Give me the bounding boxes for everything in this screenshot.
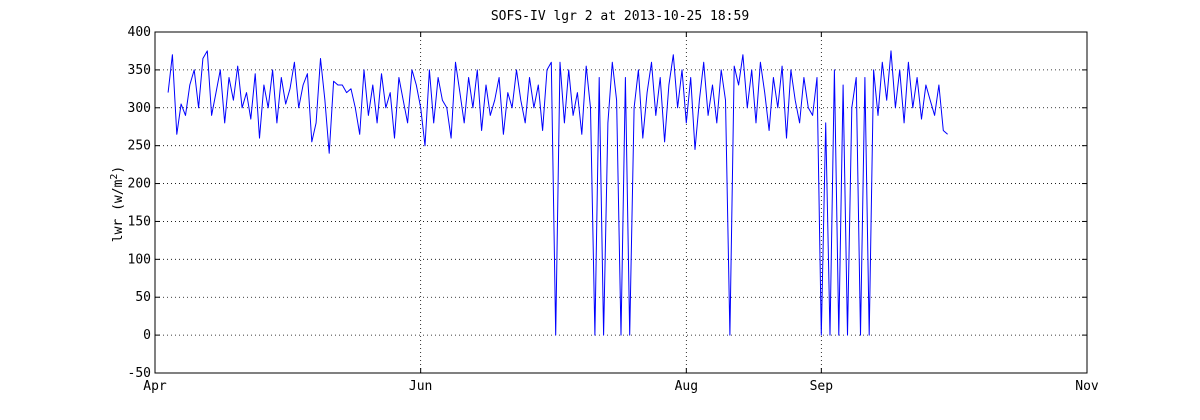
y-axis-label-base: lwr (w/m — [111, 179, 126, 242]
x-tick-label: Sep — [810, 379, 834, 394]
x-tick-label: Apr — [143, 379, 167, 394]
y-tick-label: 250 — [128, 139, 151, 154]
y-tick-label: 300 — [128, 101, 151, 116]
x-tick-label: Nov — [1075, 379, 1099, 394]
x-tick-label: Aug — [675, 379, 698, 394]
y-tick-label: 0 — [143, 328, 151, 343]
y-tick-label: 150 — [128, 214, 151, 229]
y-axis-label: lwr (w/m2) — [109, 166, 126, 242]
y-tick-label: -50 — [128, 366, 151, 381]
x-tick-label: Jun — [409, 379, 432, 394]
plot-frame — [154, 31, 1088, 374]
y-tick-label: 400 — [128, 25, 151, 40]
y-axis-label-close: ) — [111, 166, 126, 174]
data-series-line — [167, 50, 948, 336]
y-axis-label-sup: 2 — [109, 174, 120, 180]
y-tick-label: 200 — [128, 177, 151, 192]
y-tick-label: 350 — [128, 63, 151, 78]
series-layer — [167, 50, 948, 336]
tick-layer: -50 0 50 100 150 200 250 300 350 400 Apr Jun Aug Sep N… — [128, 25, 1099, 394]
chart-title: SOFS-IV lgr 2 at 2013-10-25 18:59 — [491, 9, 749, 24]
y-tick-label: 50 — [135, 290, 151, 305]
y-tick-label: 100 — [128, 252, 151, 267]
